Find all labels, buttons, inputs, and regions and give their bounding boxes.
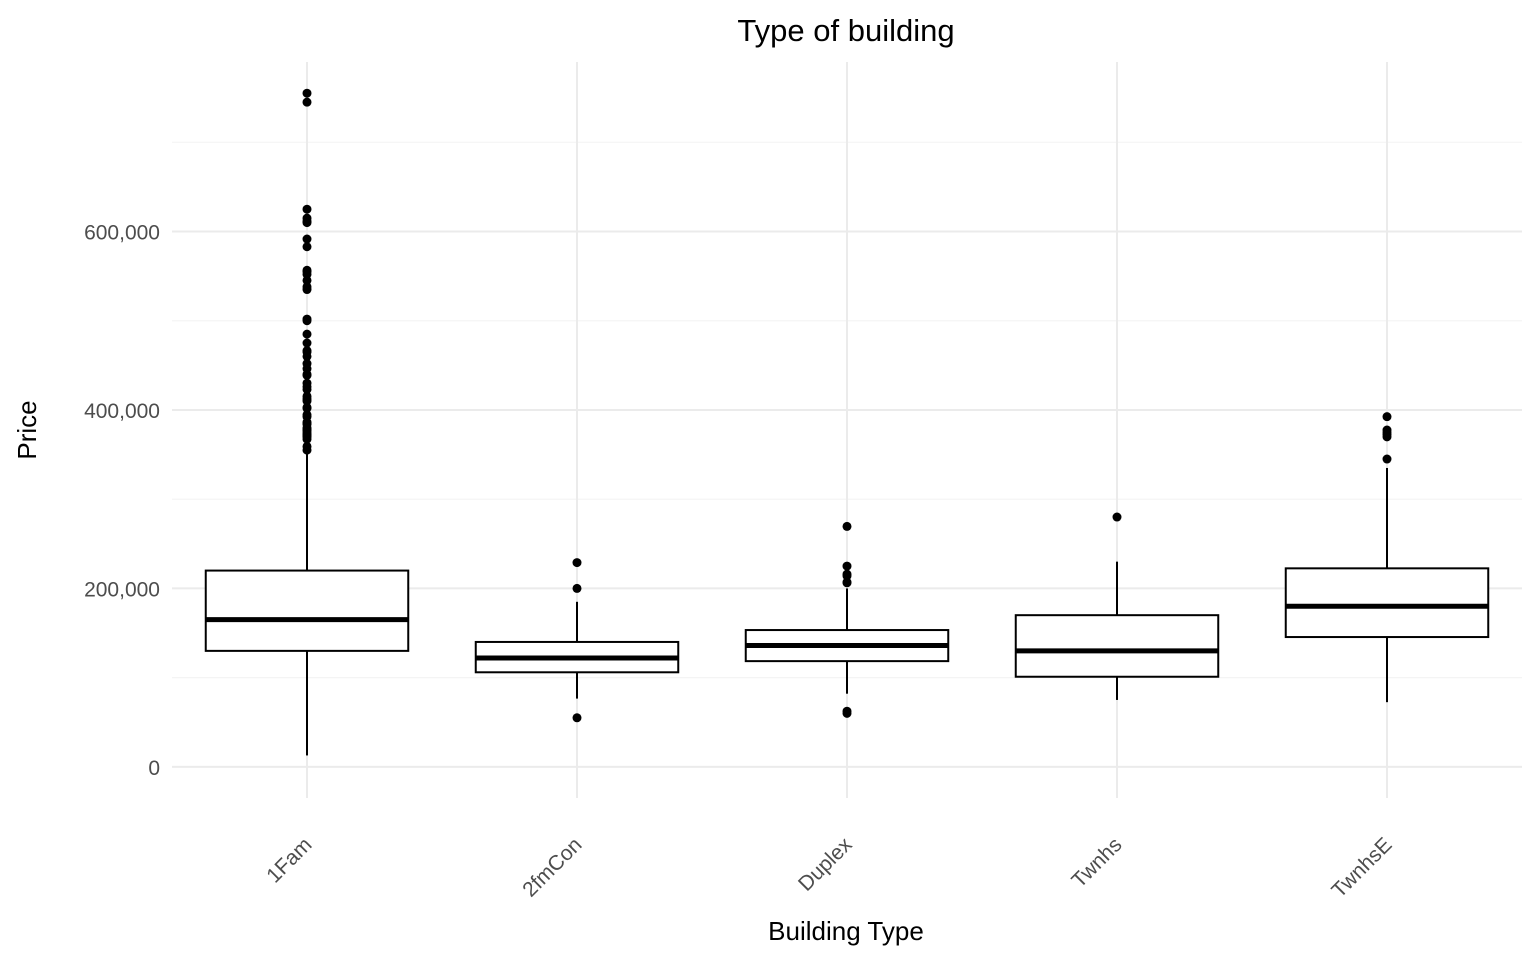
y-tick-label: 200,000 bbox=[84, 578, 160, 601]
outlier-point bbox=[1383, 455, 1392, 464]
box-group-TwnhsE bbox=[1286, 468, 1489, 702]
outlier-point bbox=[843, 578, 852, 587]
outlier-point bbox=[1113, 513, 1122, 522]
outlier-point bbox=[303, 235, 312, 244]
outlier-point bbox=[303, 330, 312, 339]
outlier-point bbox=[303, 205, 312, 214]
outlier-point bbox=[303, 285, 312, 294]
chart-title: Type of building bbox=[737, 13, 954, 48]
outlier-point bbox=[303, 98, 312, 107]
outlier-point bbox=[573, 713, 582, 722]
y-tick-label: 400,000 bbox=[84, 400, 160, 423]
outlier-point bbox=[1383, 412, 1392, 421]
box-group-Twnhs bbox=[1016, 562, 1219, 700]
x-axis-title: Building Type bbox=[768, 916, 924, 946]
iqr-box bbox=[206, 571, 409, 651]
x-tick-label: 2fmCon bbox=[518, 833, 586, 901]
outlier-point bbox=[1383, 432, 1392, 441]
outlier-point bbox=[303, 218, 312, 227]
outlier-point bbox=[573, 584, 582, 593]
outlier-point bbox=[303, 316, 312, 325]
outlier-point bbox=[843, 522, 852, 531]
box-group-2fmCon bbox=[476, 602, 679, 699]
iqr-box bbox=[1286, 568, 1489, 637]
outlier-point bbox=[843, 709, 852, 718]
outlier-point bbox=[303, 89, 312, 98]
y-tick-label: 600,000 bbox=[84, 222, 160, 245]
y-tick-label: 0 bbox=[148, 757, 160, 780]
outlier-point bbox=[303, 446, 312, 455]
y-axis-ticks: 0 200,000 400,000 600,000 bbox=[84, 222, 160, 780]
box-group-1Fam bbox=[206, 450, 409, 755]
outlier-point bbox=[573, 558, 582, 567]
iqr-box bbox=[1016, 615, 1219, 677]
outlier-point bbox=[843, 562, 852, 571]
x-tick-label: Twnhs bbox=[1067, 833, 1126, 892]
x-axis-ticks: 1Fam 2fmCon Duplex Twnhs TwnhsE bbox=[262, 833, 1396, 902]
x-tick-label: TwnhsE bbox=[1327, 833, 1396, 902]
x-tick-label: 1Fam bbox=[262, 833, 316, 887]
outlier-point bbox=[303, 371, 312, 380]
x-tick-label: Duplex bbox=[794, 833, 857, 896]
y-axis-title: Price bbox=[12, 400, 42, 459]
outlier-point bbox=[303, 242, 312, 251]
